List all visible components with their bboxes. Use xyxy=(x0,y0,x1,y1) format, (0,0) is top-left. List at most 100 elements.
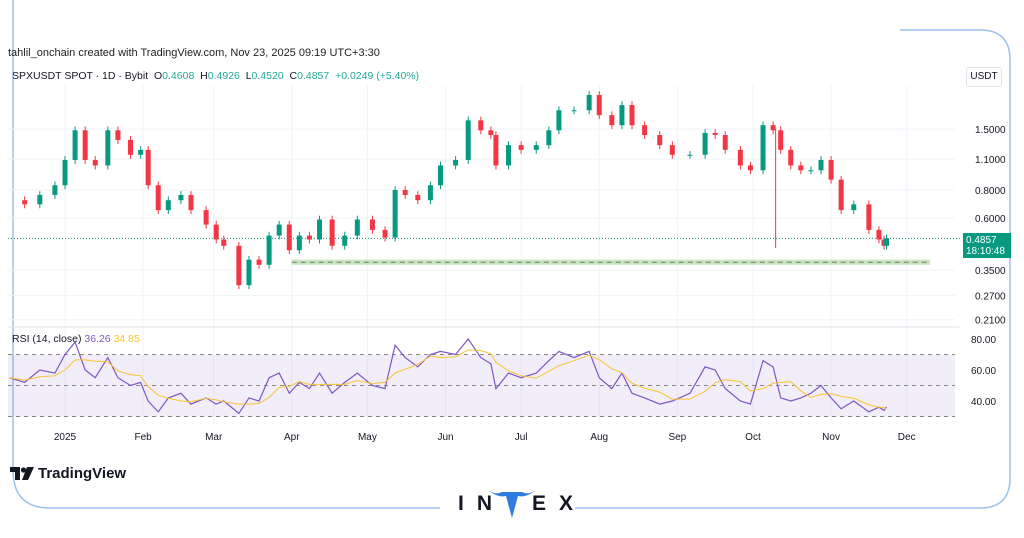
candle-body xyxy=(427,185,433,201)
rsi-legend[interactable]: RSI (14, close) 36.26 34.85 xyxy=(12,333,140,345)
candle-body xyxy=(402,189,408,195)
tradingview-logo-icon xyxy=(10,467,34,480)
candle-body xyxy=(586,94,592,111)
candle-body xyxy=(145,149,151,186)
rsi-tick-label: 80.00 xyxy=(971,335,996,346)
tradingview-logo: TradingView xyxy=(10,465,126,482)
candle-body xyxy=(808,170,814,172)
last-price: 0.4857 xyxy=(966,235,997,246)
time-tick-label: Mar xyxy=(205,432,223,443)
candle-body xyxy=(546,130,552,146)
invex-bull-icon xyxy=(486,488,538,518)
candle-body xyxy=(72,130,78,160)
candle-body xyxy=(37,194,43,205)
candle-body xyxy=(884,238,890,246)
candle-body xyxy=(669,145,675,155)
candle-body xyxy=(203,210,209,225)
candle-body xyxy=(596,94,602,116)
candle-body xyxy=(382,229,388,238)
rsi-tick-label: 40.00 xyxy=(971,397,996,408)
candle-body xyxy=(747,165,753,171)
candle-body xyxy=(188,194,194,211)
candle-body xyxy=(533,145,539,150)
candle-body xyxy=(828,159,834,180)
candle-body xyxy=(851,204,857,211)
candle-body xyxy=(165,200,171,211)
price-tick-label: 0.2700 xyxy=(975,291,1006,302)
candle-body xyxy=(317,219,323,240)
rsi-label: RSI (14, close) xyxy=(12,333,82,345)
close-value: 0.4857 xyxy=(297,70,330,82)
candle-body xyxy=(609,115,615,126)
rsi-ma-line xyxy=(9,349,887,410)
rsi-line xyxy=(9,337,888,415)
time-tick-label: Apr xyxy=(284,432,300,443)
candle-body xyxy=(329,219,335,246)
low-label: L xyxy=(245,70,252,82)
candle-body xyxy=(712,132,718,136)
candle-body xyxy=(221,239,227,246)
candle-body xyxy=(82,130,88,160)
time-tick-label: Feb xyxy=(135,432,153,443)
candle-body xyxy=(178,194,184,201)
candle-body xyxy=(629,105,635,126)
candle-body xyxy=(722,135,728,150)
candle-body xyxy=(155,185,161,211)
open-label: O xyxy=(154,70,163,82)
bar-countdown: 18:10:48 xyxy=(966,246,1005,257)
candle-body xyxy=(92,159,98,166)
candle-body xyxy=(354,219,360,236)
currency-unit-button[interactable]: USDT xyxy=(966,67,1002,87)
time-tick-label: Aug xyxy=(590,432,608,443)
candle-body xyxy=(770,125,776,131)
price-tick-label: 1.5000 xyxy=(975,125,1006,136)
candle-body xyxy=(571,110,577,112)
candle-body xyxy=(128,139,134,155)
candle-body xyxy=(737,149,743,166)
candle-body xyxy=(246,259,252,286)
candle-body xyxy=(866,204,872,230)
candle-body xyxy=(392,189,398,238)
ohlc-legend: SPXUSDT SPOT · 1D · Bybit O0.4608 H0.492… xyxy=(12,70,419,82)
price-tick-label: 0.3500 xyxy=(975,266,1006,277)
candle-body xyxy=(266,235,272,265)
time-tick-label: Oct xyxy=(745,432,761,443)
time-tick-label: 2025 xyxy=(54,432,77,443)
candle-body xyxy=(62,159,68,186)
candle-body xyxy=(286,224,292,251)
high-value: 0.4926 xyxy=(207,70,240,82)
candle-body xyxy=(478,120,484,131)
candle-body xyxy=(518,145,524,150)
price-tick-label: 1.1000 xyxy=(975,155,1006,166)
candle-body xyxy=(296,235,302,251)
candle-body xyxy=(818,159,824,171)
change-value: +0.0249 (+5.40%) xyxy=(335,70,420,82)
rsi-value: 36.26 xyxy=(84,333,111,345)
candle-body xyxy=(437,165,443,186)
time-tick-label: Jul xyxy=(515,432,528,443)
candle-body xyxy=(22,200,28,205)
candle-body xyxy=(702,132,708,155)
candle-body xyxy=(488,130,494,136)
chart-credit: tahlil_onchain created with TradingView.… xyxy=(8,47,380,59)
candle-body xyxy=(236,245,242,286)
candle-body xyxy=(52,185,58,195)
candle-body xyxy=(415,194,421,201)
time-tick-label: Nov xyxy=(822,432,840,443)
candle-body xyxy=(619,105,625,126)
close-label: C xyxy=(289,70,298,82)
candle-body xyxy=(838,179,844,211)
candle-body xyxy=(881,239,887,246)
invex-logo: INVEX xyxy=(458,488,586,518)
candle-body xyxy=(213,224,219,240)
candle-body xyxy=(506,145,512,166)
candle-body xyxy=(369,219,375,230)
candle-body xyxy=(342,235,348,246)
candle-body xyxy=(687,154,693,156)
time-tick-label: Jun xyxy=(437,432,453,443)
symbol-label[interactable]: SPXUSDT SPOT · 1D · Bybit xyxy=(12,70,149,82)
candle-body xyxy=(788,149,794,166)
candle-body xyxy=(493,135,499,166)
candle-body xyxy=(876,229,882,240)
